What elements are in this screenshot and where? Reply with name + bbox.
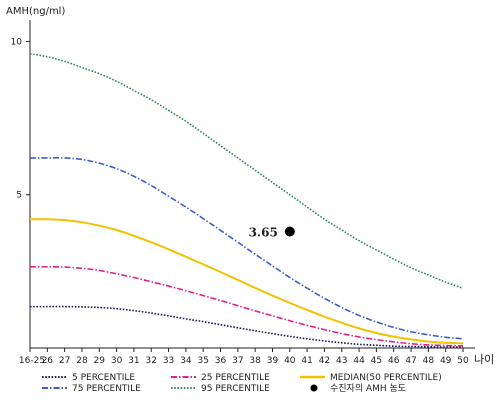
x-tick-label: 42 (319, 356, 330, 366)
y-tick-label: 10 (11, 37, 23, 47)
x-tick-label: 47 (405, 356, 416, 366)
x-tick-label: 29 (94, 356, 106, 366)
x-tick-label: 33 (163, 356, 174, 366)
x-tick-label: 41 (301, 356, 312, 366)
x-tick-label: 26 (42, 356, 54, 366)
x-tick-label: 35 (197, 356, 208, 366)
series-lines (29, 52, 464, 348)
patient-amh-value-label: 3.65 (249, 226, 278, 240)
y-tick-label: 5 (16, 191, 22, 201)
x-tick-label: 31 (128, 356, 139, 366)
x-tick-label: 28 (76, 356, 88, 366)
x-tick-label: 45 (371, 356, 382, 366)
x-tick-label: 43 (336, 356, 347, 366)
x-tick-label: 37 (232, 356, 243, 366)
x-tick-label: 36 (215, 356, 227, 366)
legend-point-label: 수진자의 AMH 농도 (330, 383, 406, 394)
series-line (29, 52, 464, 289)
x-tick-label: 40 (284, 356, 296, 366)
x-tick-label: 49 (440, 356, 452, 366)
x-tick-label: 39 (267, 356, 279, 366)
x-tick-label: 34 (180, 356, 192, 366)
x-tick-label: 50 (457, 356, 469, 366)
x-tick-label: 44 (353, 356, 365, 366)
x-tick-label: 48 (423, 356, 435, 366)
series-line (29, 218, 464, 345)
legend-point-marker (310, 384, 318, 392)
x-axis-label: 나이 (474, 353, 494, 366)
legend-label: 25 PERCENTILE (201, 373, 270, 383)
legend-label: MEDIAN(50 PERCENTILE) (330, 373, 442, 383)
x-tick-label: 30 (111, 356, 123, 366)
patient-amh-point (284, 226, 295, 237)
axes: AMH(ng/ml) 나이 (6, 6, 494, 366)
x-tick-label: 46 (388, 356, 400, 366)
x-tick-label: 16-25 (19, 356, 45, 366)
series-line (29, 265, 464, 347)
series-line (30, 157, 464, 340)
x-tick-label: 38 (249, 356, 261, 366)
legend: 5 PERCENTILE 25 PERCENTILE MEDIAN(50 PERCE… (42, 373, 442, 394)
x-tick-label: 27 (59, 356, 70, 366)
point-layer: 3.65 (249, 226, 295, 240)
y-axis-label: AMH(ng/ml) (6, 6, 65, 17)
legend-label: 95 PERCENTILE (201, 384, 270, 394)
legend-label: 75 PERCENTILE (72, 384, 141, 394)
y-ticks: 5 10 (11, 37, 30, 201)
series-line (30, 305, 464, 348)
legend-label: 5 PERCENTILE (72, 373, 135, 383)
x-tick-label: 32 (146, 356, 157, 366)
